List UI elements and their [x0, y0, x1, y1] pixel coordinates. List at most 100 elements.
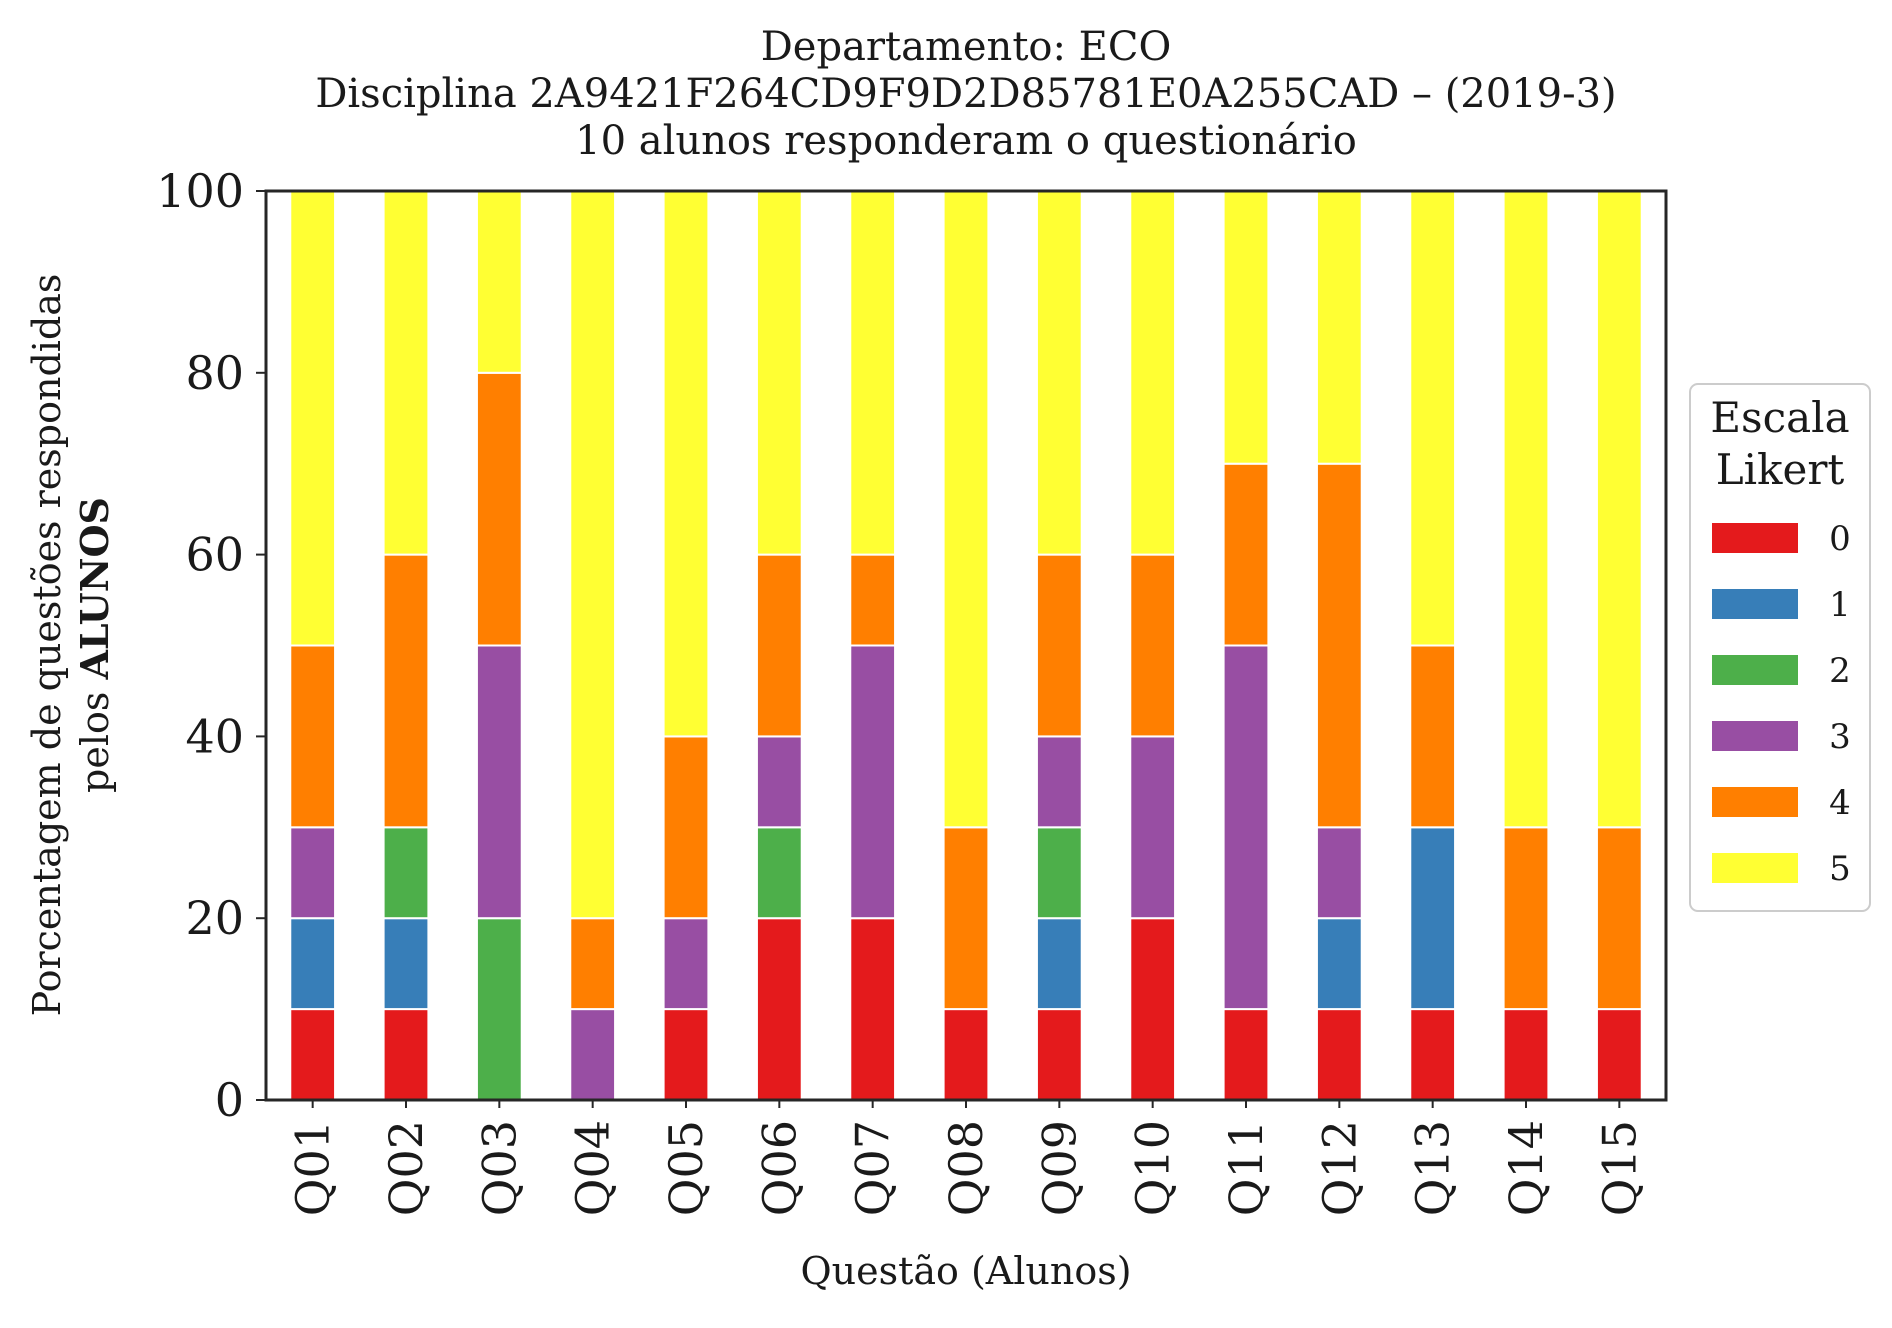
y-axis-label-line2: pelos ALUNOS — [72, 497, 117, 793]
bar-Q07-level-3 — [849, 644, 897, 920]
bar-Q15-level-0 — [1595, 1008, 1643, 1101]
legend-item-5: 5 — [1712, 849, 1851, 889]
y-tick-label: 20 — [185, 891, 244, 945]
bar-Q09-level-2 — [1035, 826, 1083, 920]
bar-Q05-level-5 — [662, 190, 710, 738]
legend-label: 5 — [1829, 849, 1851, 889]
legend-title-line-1: Escala — [1710, 393, 1849, 442]
legend-title-line-2: Likert — [1716, 445, 1845, 494]
bar-Q06-level-2 — [755, 826, 803, 920]
bar-Q13-level-0 — [1409, 1008, 1457, 1101]
bar-Q05-level-3 — [662, 917, 710, 1011]
bar-Q02-level-0 — [382, 1008, 430, 1101]
bar-Q13-level-5 — [1409, 190, 1457, 647]
bar-Q09-level-1 — [1035, 917, 1083, 1011]
y-tick-label: 80 — [185, 346, 244, 400]
bar-Q04-level-4 — [569, 917, 617, 1011]
x-tick-label: Q15 — [1592, 1120, 1646, 1216]
bar-Q11-level-5 — [1222, 190, 1270, 465]
bar-Q14-level-5 — [1502, 190, 1550, 829]
x-tick-label: Q05 — [659, 1120, 713, 1216]
bar-Q01-level-5 — [289, 190, 337, 647]
bar-Q13-level-1 — [1409, 826, 1457, 1011]
bar-Q03-level-3 — [475, 644, 523, 920]
bar-Q09-level-5 — [1035, 190, 1083, 556]
bar-Q12-level-4 — [1315, 462, 1363, 829]
bar-Q07-level-4 — [849, 553, 897, 647]
chart-title-line-1: Departamento: ECO — [761, 24, 1172, 70]
bar-Q10-level-3 — [1129, 735, 1177, 920]
bar-Q03-level-2 — [475, 917, 523, 1102]
bar-Q12-level-3 — [1315, 826, 1363, 920]
legend-item-3: 3 — [1712, 717, 1851, 757]
bar-Q03-level-5 — [475, 190, 523, 374]
bar-Q13-level-4 — [1409, 644, 1457, 829]
x-axis: Q01 Q02 Q03 Q04 Q05 Q06 Q07 Q08 Q09 Q10 Q11 Q12 Q13 Q… — [286, 1100, 1646, 1216]
bar-Q02-level-4 — [382, 553, 430, 829]
bar-Q12-level-0 — [1315, 1008, 1363, 1101]
y-axis: 0 20 40 60 80 100 — [156, 164, 266, 1127]
bar-Q06-level-0 — [755, 917, 803, 1102]
x-tick-label: Q12 — [1312, 1120, 1366, 1216]
legend-item-1: 1 — [1712, 585, 1851, 625]
legend-label: 4 — [1829, 783, 1851, 823]
bar-Q09-level-4 — [1035, 553, 1083, 738]
x-tick-label: Q02 — [379, 1120, 433, 1216]
x-tick-label: Q01 — [286, 1120, 340, 1216]
bar-Q02-level-1 — [382, 917, 430, 1011]
legend-swatch — [1712, 589, 1798, 619]
bar-Q12-level-5 — [1315, 190, 1363, 465]
bar-Q11-level-0 — [1222, 1008, 1270, 1101]
x-tick-label: Q10 — [1126, 1120, 1180, 1216]
bar-Q01-level-4 — [289, 644, 337, 829]
x-tick-label: Q11 — [1219, 1120, 1273, 1216]
bar-Q02-level-2 — [382, 826, 430, 920]
bar-Q07-level-5 — [849, 190, 897, 556]
bar-Q12-level-1 — [1315, 917, 1363, 1011]
y-axis-label-prefix: pelos — [73, 680, 117, 793]
bar-Q08-level-5 — [942, 190, 990, 829]
bar-Q08-level-4 — [942, 826, 990, 1011]
bar-Q10-level-0 — [1129, 917, 1177, 1102]
bar-Q11-level-3 — [1222, 644, 1270, 1011]
y-axis-label: Porcentagem de questões respondidas pelo… — [25, 274, 117, 1017]
x-tick-label: Q03 — [472, 1120, 526, 1216]
x-tick-label: Q13 — [1406, 1120, 1460, 1216]
bar-Q14-level-4 — [1502, 826, 1550, 1011]
bar-Q02-level-5 — [382, 190, 430, 556]
bar-Q01-level-1 — [289, 917, 337, 1011]
legend-swatch — [1712, 721, 1798, 751]
bar-Q15-level-4 — [1595, 826, 1643, 1011]
y-tick-label: 60 — [185, 528, 244, 582]
bar-Q01-level-0 — [289, 1008, 337, 1101]
bar-Q03-level-4 — [475, 371, 523, 647]
legend-label: 1 — [1829, 585, 1851, 625]
bar-Q01-level-3 — [289, 826, 337, 920]
bar-Q09-level-3 — [1035, 735, 1083, 829]
legend-item-0: 0 — [1712, 519, 1851, 559]
bar-Q04-level-3 — [569, 1008, 617, 1101]
bar-Q07-level-0 — [849, 917, 897, 1102]
bar-Q08-level-0 — [942, 1008, 990, 1101]
x-tick-label: Q06 — [752, 1120, 806, 1216]
bars — [289, 190, 1643, 1102]
legend-item-4: 4 — [1712, 783, 1851, 823]
legend-items: 0 1 2 3 4 5 — [1712, 519, 1851, 889]
x-tick-label: Q07 — [846, 1120, 900, 1216]
legend-item-2: 2 — [1712, 651, 1851, 691]
chart-title-line-2: Disciplina 2A9421F264CD9F9D2D85781E0A255… — [315, 71, 1616, 117]
y-axis-label-bold: ALUNOS — [72, 497, 117, 681]
bar-Q15-level-5 — [1595, 190, 1643, 829]
legend-label: 0 — [1829, 519, 1851, 559]
y-tick-label: 40 — [185, 709, 244, 763]
y-tick-label: 100 — [156, 164, 244, 218]
y-axis-label-line1: Porcentagem de questões respondidas — [25, 274, 69, 1017]
bar-Q04-level-5 — [569, 190, 617, 920]
chart-title-line-3: 10 alunos responderam o questionário — [575, 118, 1357, 164]
legend-label: 3 — [1829, 717, 1851, 757]
